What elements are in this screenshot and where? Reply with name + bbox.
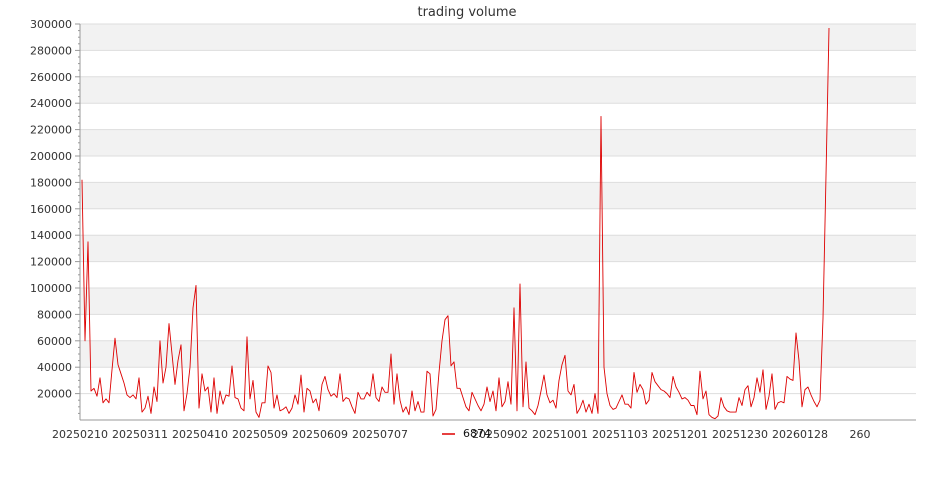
x-tick-label: 20250707	[352, 428, 408, 441]
y-tick-label: 180000	[30, 176, 72, 189]
x-tick-label: 20260128	[772, 428, 828, 441]
y-tick-label: 240000	[30, 97, 72, 110]
y-axis: 20000 40000 60000 80000 100000 120000 140000 16…	[30, 18, 81, 420]
grid-bands	[80, 24, 916, 368]
x-tick-label: 20250509	[232, 428, 288, 441]
x-tick-label: 20250609	[292, 428, 348, 441]
x-tick-label: 20250311	[112, 428, 168, 441]
x-tick-label: 20251201	[652, 428, 708, 441]
x-tick-label: 20251103	[592, 428, 648, 441]
y-tick-label: 280000	[30, 44, 72, 57]
legend-label: 6874	[463, 427, 491, 440]
y-tick-label: 60000	[37, 335, 72, 348]
x-tick-label: 20250210	[52, 428, 108, 441]
y-tick-label: 160000	[30, 203, 72, 216]
series-layer	[81, 27, 830, 420]
grid-band	[80, 235, 916, 262]
y-tick-label: 120000	[30, 256, 72, 269]
x-tick-label: 20251230	[712, 428, 768, 441]
y-tick-label: 200000	[30, 150, 72, 163]
x-tick-label: 20251001	[532, 428, 588, 441]
series-line-6874	[81, 27, 830, 420]
x-tick-label: 260	[850, 428, 871, 441]
x-axis: 20250210 20250311 20250410 20250509 20250609…	[52, 419, 916, 441]
legend: 6874	[442, 427, 491, 440]
y-tick-label: 260000	[30, 71, 72, 84]
y-tick-label: 80000	[37, 308, 72, 321]
grid-lines	[80, 23, 916, 395]
y-tick-label: 140000	[30, 229, 72, 242]
x-tick-label: 20250410	[172, 428, 228, 441]
y-tick-label: 300000	[30, 18, 72, 31]
grid-band	[80, 129, 916, 156]
y-tick-label: 20000	[37, 388, 72, 401]
grid-band	[80, 182, 916, 209]
chart-title: trading volume	[417, 5, 516, 20]
grid-band	[80, 340, 916, 368]
grid-band	[80, 24, 916, 51]
grid-band	[80, 76, 916, 104]
y-tick-label: 220000	[30, 124, 72, 137]
y-tick-label: 40000	[37, 361, 72, 374]
y-tick-label: 100000	[30, 282, 72, 295]
grid-band	[80, 288, 916, 315]
x-tick-label: 20250902	[472, 428, 528, 441]
